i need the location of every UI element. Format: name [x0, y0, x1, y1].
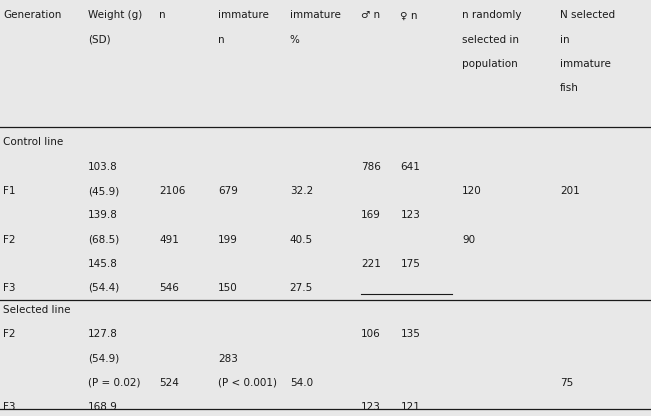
Text: 127.8: 127.8	[88, 329, 118, 339]
Text: F2: F2	[3, 235, 16, 245]
Text: 201: 201	[560, 186, 579, 196]
Text: immature: immature	[218, 10, 269, 20]
Text: 2106: 2106	[159, 186, 186, 196]
Text: 145.8: 145.8	[88, 259, 118, 269]
Text: %: %	[290, 35, 299, 45]
Text: F3: F3	[3, 402, 16, 412]
Text: 150: 150	[218, 283, 238, 293]
Text: 139.8: 139.8	[88, 210, 118, 220]
Text: 106: 106	[361, 329, 381, 339]
Text: 546: 546	[159, 283, 180, 293]
Text: 199: 199	[218, 235, 238, 245]
Text: ♂ n: ♂ n	[361, 10, 380, 20]
Text: 123: 123	[361, 402, 381, 412]
Text: Weight (g): Weight (g)	[88, 10, 142, 20]
Text: F3: F3	[3, 283, 16, 293]
Text: 175: 175	[400, 259, 421, 269]
Text: immature: immature	[560, 59, 611, 69]
Text: (SD): (SD)	[88, 35, 111, 45]
Text: 221: 221	[361, 259, 381, 269]
Text: (P = 0.02): (P = 0.02)	[88, 378, 141, 388]
Text: 75: 75	[560, 378, 573, 388]
Text: in: in	[560, 35, 570, 45]
Text: 641: 641	[400, 162, 421, 172]
Text: 169: 169	[361, 210, 381, 220]
Text: 679: 679	[218, 186, 238, 196]
Text: 32.2: 32.2	[290, 186, 313, 196]
Text: 90: 90	[462, 235, 475, 245]
Text: 524: 524	[159, 378, 180, 388]
Text: 120: 120	[462, 186, 482, 196]
Text: (P < 0.001): (P < 0.001)	[218, 378, 277, 388]
Text: ♀ n: ♀ n	[400, 10, 418, 20]
Text: Selected line: Selected line	[3, 305, 71, 314]
Text: 491: 491	[159, 235, 180, 245]
Text: 27.5: 27.5	[290, 283, 313, 293]
Text: 135: 135	[400, 329, 421, 339]
Text: selected in: selected in	[462, 35, 519, 45]
Text: 54.0: 54.0	[290, 378, 313, 388]
Text: 121: 121	[400, 402, 421, 412]
Text: Control line: Control line	[3, 137, 64, 147]
Text: n randomly: n randomly	[462, 10, 521, 20]
Text: 786: 786	[361, 162, 381, 172]
Text: 123: 123	[400, 210, 421, 220]
Text: Generation: Generation	[3, 10, 62, 20]
Text: (45.9): (45.9)	[88, 186, 119, 196]
Text: population: population	[462, 59, 518, 69]
Text: F1: F1	[3, 186, 16, 196]
Text: F2: F2	[3, 329, 16, 339]
Text: (54.9): (54.9)	[88, 354, 119, 364]
Text: 40.5: 40.5	[290, 235, 313, 245]
Text: (54.4): (54.4)	[88, 283, 119, 293]
Text: 103.8: 103.8	[88, 162, 118, 172]
Text: N selected: N selected	[560, 10, 615, 20]
Text: n: n	[159, 10, 166, 20]
Text: fish: fish	[560, 83, 579, 93]
Text: immature: immature	[290, 10, 340, 20]
Text: 283: 283	[218, 354, 238, 364]
Text: 168.9: 168.9	[88, 402, 118, 412]
Text: n: n	[218, 35, 225, 45]
Text: (68.5): (68.5)	[88, 235, 119, 245]
